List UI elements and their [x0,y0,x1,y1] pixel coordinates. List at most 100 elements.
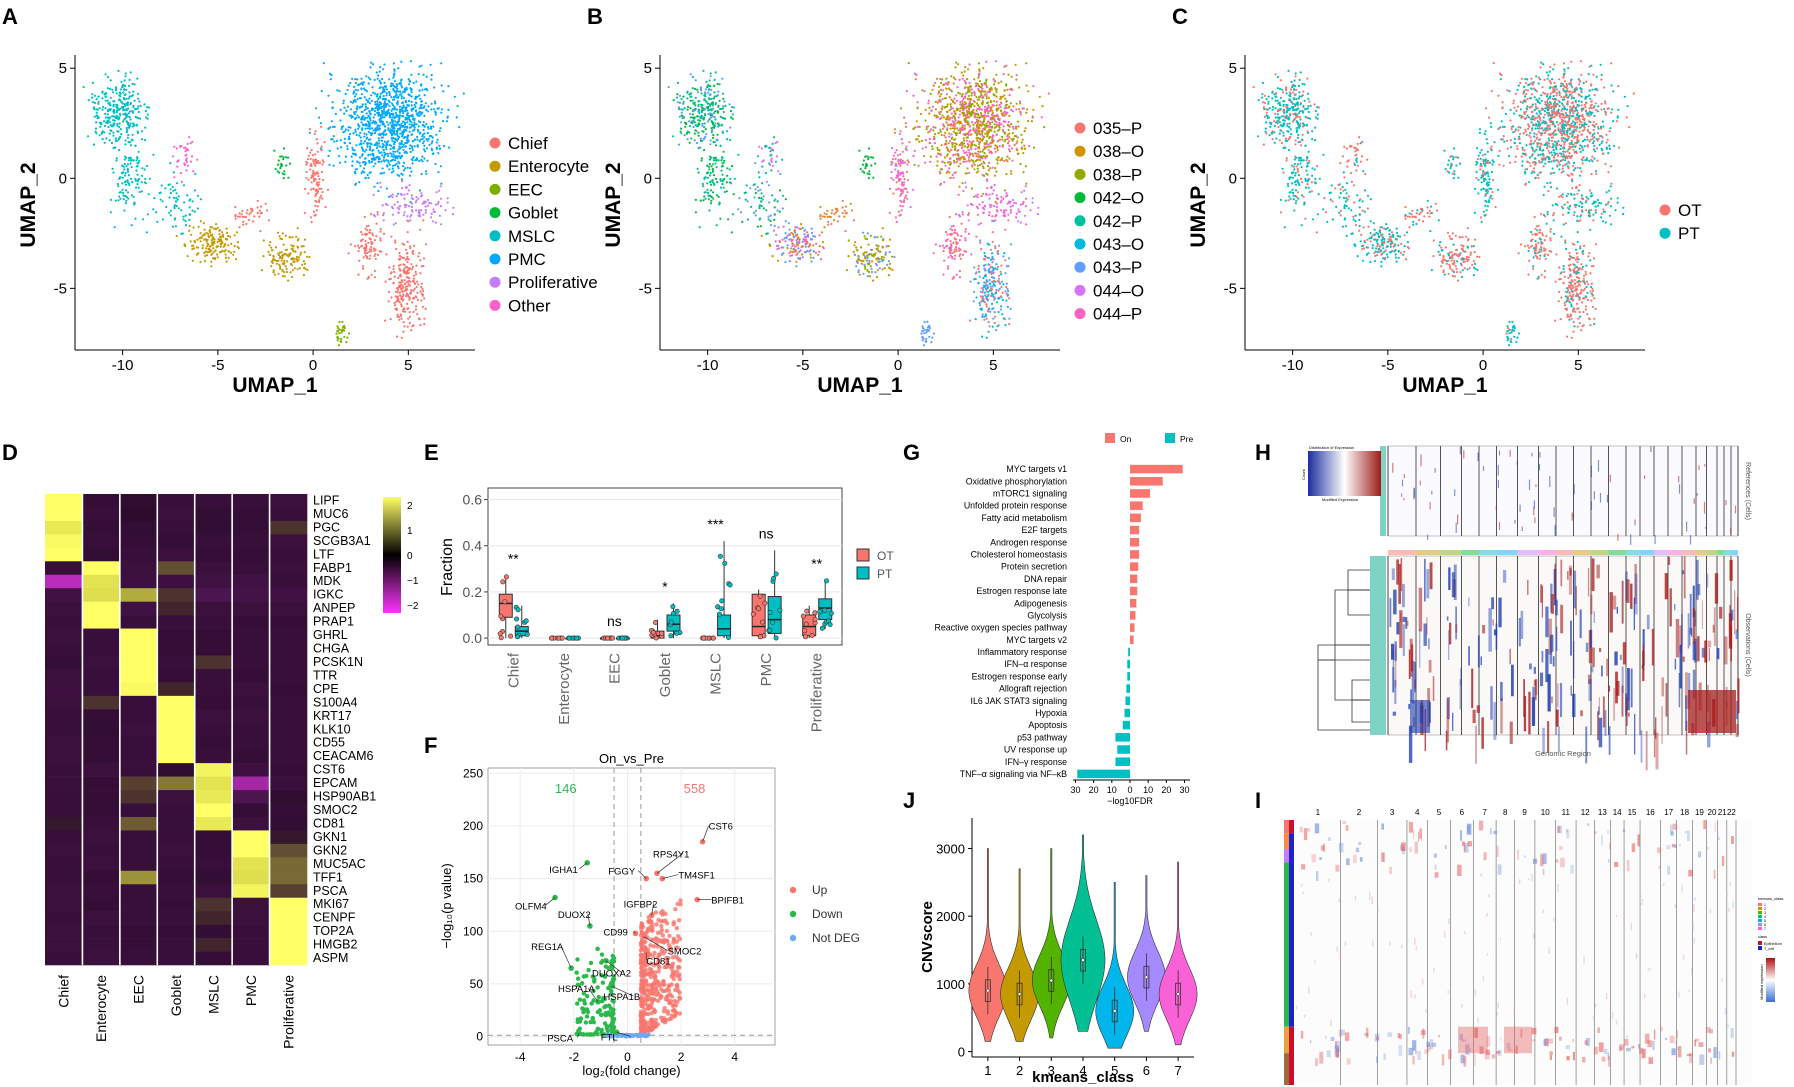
umap-point [802,238,805,241]
umap-point [928,137,932,140]
umap-point [398,174,401,177]
umap-point [392,104,395,107]
umap-point [436,107,439,110]
umap-point [995,288,998,292]
umap-point [367,82,370,85]
umap-point [372,116,375,119]
umap-point [901,184,904,187]
umap-point [395,300,398,303]
umap-point [390,118,393,121]
umap-point [339,108,342,111]
umap-point [349,243,352,246]
umap-point [912,154,915,157]
umap-point [762,195,765,198]
umap-point [371,152,375,155]
umap-point [346,336,349,339]
umap-point [372,63,375,66]
umap-point [981,291,984,294]
umap-point [888,251,891,254]
umap-point [369,147,372,150]
umap-point [313,179,316,182]
umap-point [359,82,362,85]
umap-point [985,146,988,149]
umap-point [135,123,139,126]
legend-swatch [489,207,501,219]
umap-point [996,301,999,304]
umap-point [381,78,384,81]
umap-point [953,115,956,118]
umap-point [952,176,955,179]
umap-point [340,331,343,334]
umap-point [198,237,201,240]
umap-point [389,152,392,155]
umap-point [978,116,981,119]
umap-point [172,189,175,192]
umap-point [366,173,369,177]
umap-point [97,100,100,103]
umap-point [346,145,349,148]
umap-point [312,187,315,190]
umap-point [771,194,774,197]
umap-point [1043,126,1046,129]
umap-point [693,139,696,142]
umap-point [191,140,194,143]
umap-point [983,174,986,177]
umap-point [996,268,999,271]
umap-point [797,257,800,260]
umap-point [987,321,990,324]
umap-point [720,159,723,162]
umap-point [998,103,1001,107]
umap-point [812,256,815,259]
umap-point [966,116,970,119]
umap-point [392,84,395,87]
umap-point [804,250,808,254]
umap-point [124,84,127,88]
umap-point [203,233,206,236]
umap-point [988,279,991,282]
umap-point [379,114,382,117]
umap-point [409,60,412,63]
umap-point [1000,280,1004,283]
y-tick-label: 0 [59,170,67,187]
umap-point [376,141,379,144]
umap-point [711,170,715,173]
umap-point [378,86,381,90]
umap-point [168,196,171,199]
umap-point [983,145,986,148]
umap-point [395,91,398,94]
umap-point [367,153,370,156]
umap-point [379,92,382,95]
umap-point [868,253,871,256]
umap-point [95,111,98,114]
legend: ChiefEnterocyteEECGobletMSLCPMCProlifera… [489,134,598,315]
umap-point [1003,189,1007,192]
umap-point [415,280,419,283]
umap-point [1013,134,1017,138]
umap-point [760,200,763,203]
umap-point [729,182,733,185]
umap-point [870,248,873,252]
umap-point [372,157,375,160]
umap-point [989,167,992,170]
umap-point [948,167,951,170]
umap-point [990,302,994,305]
umap-point [227,234,230,238]
umap-point [415,305,418,308]
umap-point [954,112,957,116]
umap-point [106,87,109,90]
umap-point [722,186,725,189]
umap-point [970,110,973,113]
umap-point [940,93,943,96]
umap-point [125,120,128,123]
umap-point [943,125,946,128]
umap-point [372,91,375,94]
umap-point [415,109,418,112]
umap-point [276,163,280,166]
umap-point [370,245,373,249]
umap-point [925,331,928,334]
umap-point [998,138,1002,141]
umap-point [983,114,986,117]
umap-point [117,108,120,111]
umap-point [402,148,405,151]
umap-point [691,75,695,79]
